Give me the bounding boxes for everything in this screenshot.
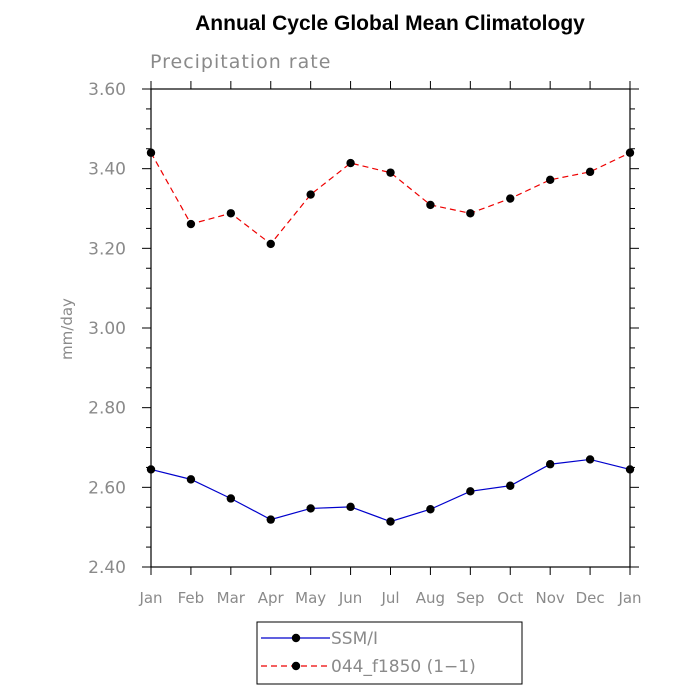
y-tick-label: 2.40	[88, 558, 126, 578]
data-point	[306, 190, 315, 199]
y-axis-label: mm/day	[58, 298, 76, 360]
x-tick-label: Jun	[338, 589, 362, 607]
data-point	[585, 167, 595, 177]
data-point	[466, 487, 475, 496]
y-tick-label: 2.60	[88, 478, 126, 498]
data-point	[346, 502, 355, 512]
series-1	[146, 148, 635, 249]
y-tick-label: 3.40	[88, 160, 126, 180]
y-tick-label: 2.80	[88, 399, 126, 419]
series-line	[150, 152, 631, 245]
data-point	[545, 175, 555, 185]
x-tick-label: Nov	[536, 589, 565, 607]
data-point	[226, 209, 236, 218]
data-point	[386, 168, 395, 177]
x-tick-label: Sep	[456, 589, 484, 607]
x-tick-label: Dec	[576, 589, 605, 607]
x-tick-label: Feb	[178, 589, 205, 607]
legend-box	[256, 621, 523, 685]
x-tick-label: Apr	[258, 589, 285, 607]
series-layer	[146, 148, 635, 526]
data-point	[506, 194, 515, 203]
data-point	[625, 148, 635, 157]
data-point	[226, 494, 236, 503]
legend-marker	[291, 633, 301, 643]
data-point	[186, 219, 196, 229]
chart-subtitle: Precipitation rate	[150, 51, 331, 73]
data-point	[506, 481, 515, 490]
chart-title: Annual Cycle Global Mean Climatology	[195, 12, 585, 35]
y-tick-label: 3.20	[88, 239, 126, 259]
data-point	[466, 209, 475, 218]
legend-label: 044_f1850 (1−1)	[331, 657, 476, 677]
legend-marker	[291, 661, 301, 671]
x-tick-label: Jan	[617, 589, 641, 607]
data-point	[625, 465, 635, 474]
series-0	[146, 455, 635, 526]
axes: 2.40 2.60 2.80 3.00 3.20 3.40 3.60 Jan Feb Mar Apr…	[88, 80, 641, 607]
legend-label: SSM/I	[331, 629, 378, 649]
data-point	[545, 460, 555, 469]
data-point	[146, 148, 156, 157]
y-tick-label: 3.00	[88, 319, 126, 339]
data-point	[266, 239, 275, 249]
data-point	[306, 504, 315, 513]
x-tick-label: Jan	[138, 589, 162, 607]
data-point	[426, 200, 435, 210]
data-point	[266, 515, 275, 524]
x-tick-label: Aug	[416, 589, 445, 607]
data-point	[386, 517, 395, 526]
x-tick-label: May	[295, 589, 326, 607]
data-point	[346, 158, 355, 168]
y-tick-label: 3.60	[88, 80, 126, 100]
data-point	[426, 505, 435, 514]
series-line	[150, 458, 631, 523]
x-tick-label: Oct	[497, 589, 523, 607]
legend: SSM/I 044_f1850 (1−1)	[256, 621, 523, 685]
data-point	[186, 475, 196, 484]
x-tick-label: Mar	[217, 589, 246, 607]
x-tick-label: Jul	[380, 589, 399, 607]
data-point	[146, 465, 156, 474]
data-point	[585, 455, 595, 464]
